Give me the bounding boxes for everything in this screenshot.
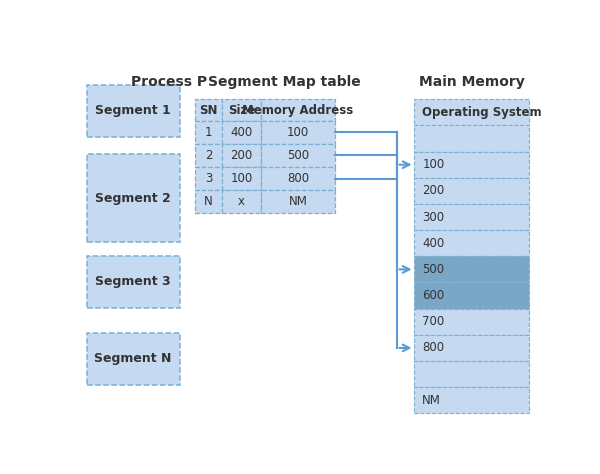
FancyBboxPatch shape [86,84,179,137]
Text: Memory Address: Memory Address [242,103,353,117]
FancyBboxPatch shape [222,99,261,121]
FancyBboxPatch shape [222,121,261,144]
FancyBboxPatch shape [415,309,529,335]
FancyBboxPatch shape [415,126,529,152]
Text: N: N [205,195,213,208]
FancyBboxPatch shape [415,283,529,309]
Text: 400: 400 [230,126,253,139]
FancyBboxPatch shape [261,167,335,190]
Text: Segment 3: Segment 3 [95,275,171,288]
Text: 800: 800 [422,341,445,355]
FancyBboxPatch shape [415,387,529,413]
FancyBboxPatch shape [261,144,335,167]
FancyBboxPatch shape [415,178,529,204]
Text: SN: SN [199,103,218,117]
Text: 2: 2 [205,149,212,162]
FancyBboxPatch shape [415,99,529,126]
Text: x: x [238,195,245,208]
FancyBboxPatch shape [195,167,222,190]
FancyBboxPatch shape [222,144,261,167]
Text: 3: 3 [205,172,212,185]
Text: Size: Size [228,103,256,117]
Text: 100: 100 [422,158,445,171]
FancyBboxPatch shape [195,144,222,167]
Text: NM: NM [422,394,441,407]
FancyBboxPatch shape [195,121,222,144]
Text: 500: 500 [287,149,309,162]
Text: Main Memory: Main Memory [419,74,524,89]
Text: 200: 200 [230,149,253,162]
FancyBboxPatch shape [415,230,529,256]
FancyBboxPatch shape [86,333,179,385]
Text: Operating System: Operating System [422,106,542,119]
FancyBboxPatch shape [261,190,335,213]
Text: Process P: Process P [131,74,207,89]
Text: 1: 1 [205,126,212,139]
Text: 300: 300 [422,210,445,224]
FancyBboxPatch shape [415,361,529,387]
Text: 600: 600 [422,289,445,302]
Text: 100: 100 [287,126,309,139]
FancyBboxPatch shape [415,204,529,230]
FancyBboxPatch shape [222,190,261,213]
Text: 700: 700 [422,315,445,328]
FancyBboxPatch shape [415,256,529,283]
Text: Segment 2: Segment 2 [95,191,171,205]
FancyBboxPatch shape [195,190,222,213]
Text: 800: 800 [287,172,309,185]
Text: Segment N: Segment N [94,352,172,365]
FancyBboxPatch shape [261,99,335,121]
FancyBboxPatch shape [195,99,222,121]
Text: 400: 400 [422,237,445,250]
FancyBboxPatch shape [222,167,261,190]
Text: 200: 200 [422,184,445,197]
Text: 100: 100 [230,172,253,185]
Text: Segment 1: Segment 1 [95,104,171,117]
FancyBboxPatch shape [86,154,179,242]
FancyBboxPatch shape [86,255,179,308]
Text: 500: 500 [422,263,445,276]
FancyBboxPatch shape [415,335,529,361]
FancyBboxPatch shape [261,121,335,144]
FancyBboxPatch shape [415,152,529,178]
Text: NM: NM [289,195,307,208]
Text: Segment Map table: Segment Map table [208,74,361,89]
